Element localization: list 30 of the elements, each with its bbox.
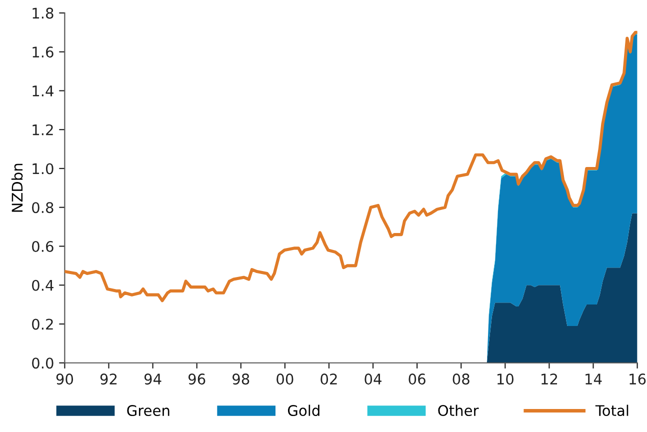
y-tick-label: 0.0 (32, 358, 54, 369)
y-tick-label: 1.0 (32, 163, 54, 174)
y-tick-label: 0.8 (32, 202, 54, 214)
legend-label: Other (438, 404, 479, 416)
x-tick-label: 14 (586, 374, 602, 384)
legend-label: Total (595, 404, 628, 416)
x-tick-label: 94 (144, 374, 162, 385)
legend-label: Green (127, 405, 170, 416)
y-tick-label: 0.2 (32, 318, 53, 330)
x-tick-label: 98 (232, 374, 250, 385)
y-tick-label: 1.8 (32, 8, 54, 19)
x-tick-label: 00 (276, 374, 294, 385)
x-tick-label: 12 (542, 374, 558, 384)
x-tick-label: 96 (188, 374, 206, 385)
x-tick-label: 10 (497, 374, 514, 385)
x-tick-label: 90 (56, 374, 74, 385)
y-tick-label: 0.6 (32, 240, 54, 252)
y-tick-label: 0.4 (32, 280, 54, 291)
x-tick-label: 16 (630, 374, 646, 385)
x-tick-label: 92 (100, 374, 117, 385)
line-series (64, 30, 638, 302)
x-tick-label: 02 (320, 374, 337, 385)
y-tick-label: 1.2 (32, 124, 53, 136)
legend-label: Gold (288, 404, 320, 416)
y-tick-label: 1.6 (32, 46, 54, 58)
x-tick-label: 04 (364, 374, 382, 385)
y-tick-label: 1.4 (32, 86, 54, 96)
y-axis-title: NZDbn (11, 164, 23, 212)
x-tick-label: 08 (452, 374, 470, 385)
x-tick-label: 06 (408, 374, 426, 385)
